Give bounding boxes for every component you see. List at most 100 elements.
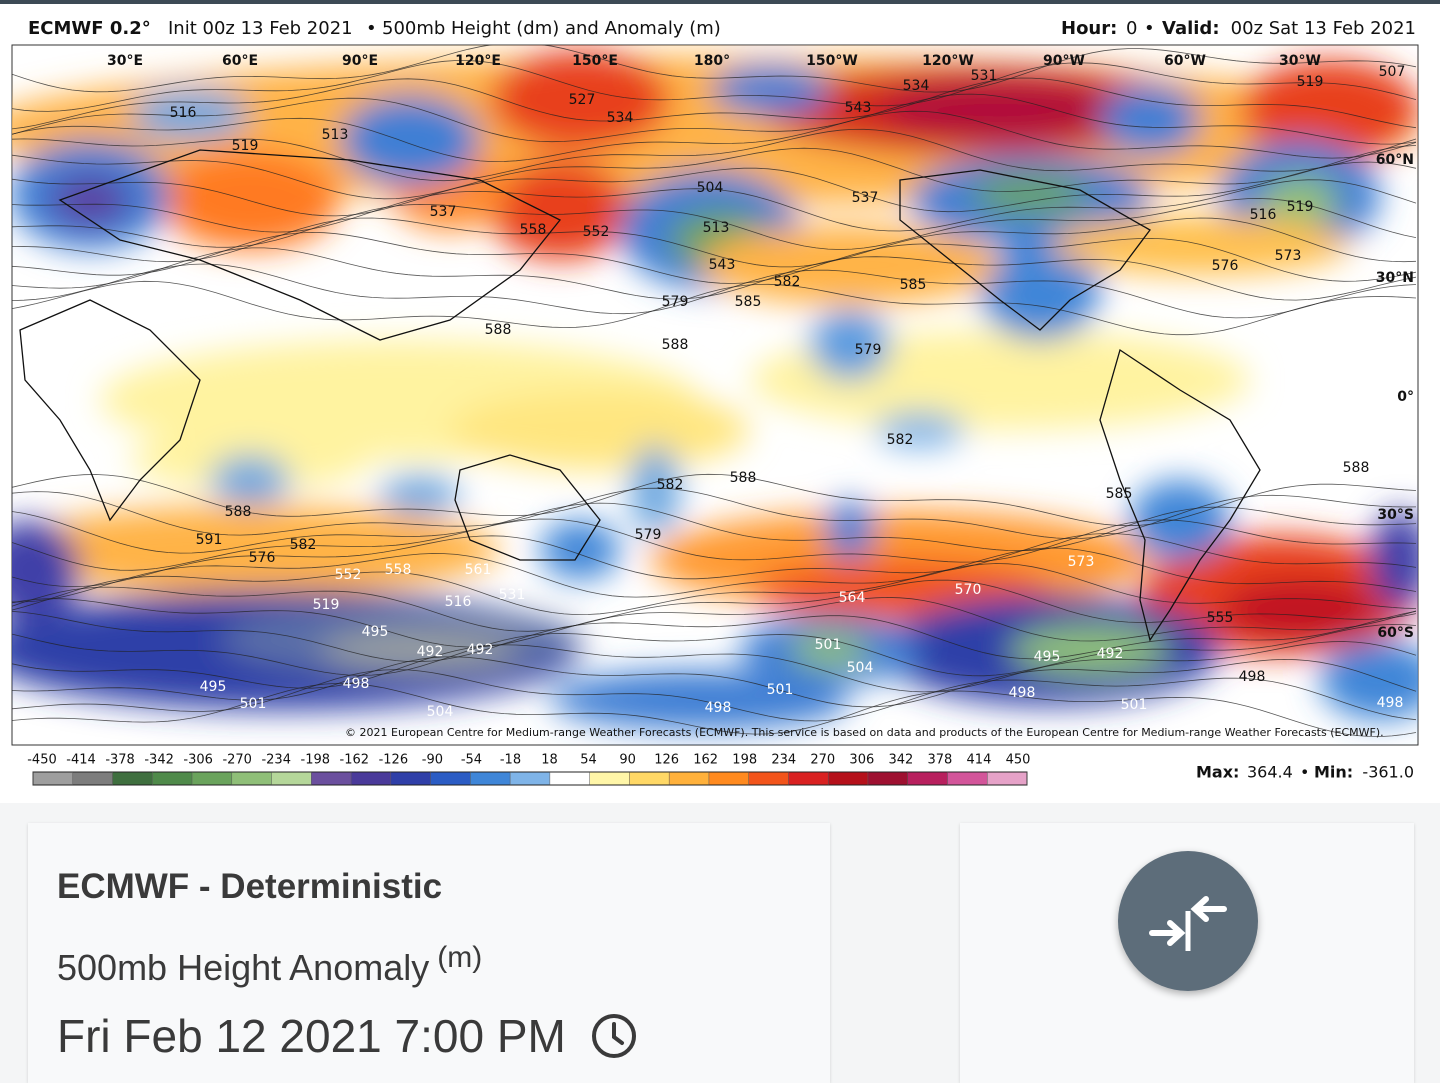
contour-label: 561 xyxy=(465,562,492,578)
contour-label: 576 xyxy=(249,550,276,566)
contour-label: 504 xyxy=(697,180,724,196)
colorbar: -450 -414 -378 -342 -306 -270 -234 -198 -162 -126… xyxy=(27,753,1030,786)
contour-label: 519 xyxy=(1297,74,1324,90)
colorbar-tick-label: 90 xyxy=(619,753,636,768)
colorbar-tick-label: 450 xyxy=(1006,753,1031,768)
contour-label: 504 xyxy=(847,660,874,676)
separator: • xyxy=(1300,763,1309,782)
colorbar-tick-label: 378 xyxy=(928,753,953,768)
compare-button[interactable] xyxy=(1118,851,1258,991)
lon-label: 150°W xyxy=(806,53,858,69)
contour-label: 516 xyxy=(445,594,472,610)
colorbar-segment xyxy=(708,772,749,785)
contour-label: 573 xyxy=(1068,554,1095,570)
anomaly-blob xyxy=(790,632,870,668)
anomaly-blob xyxy=(630,445,680,535)
colorbar-tick-label: -90 xyxy=(422,753,443,768)
contour-label: 498 xyxy=(705,700,732,716)
contour-label: 534 xyxy=(903,78,930,94)
contour-line xyxy=(12,610,1417,663)
contour-label: 492 xyxy=(467,642,494,658)
contour-line xyxy=(12,579,1417,632)
separator: • xyxy=(366,18,377,39)
contour-label: 552 xyxy=(335,567,362,583)
contour-label: 492 xyxy=(1097,646,1124,662)
contour-label: 582 xyxy=(887,432,914,448)
contour-label: 543 xyxy=(845,100,872,116)
map-panel: ECMWF 0.2° Init 00z 13 Feb 2021 • 500mb … xyxy=(0,0,1440,803)
clock-icon xyxy=(591,1014,636,1058)
lon-label: 120°W xyxy=(922,53,974,69)
contour-line xyxy=(12,198,1417,250)
colorbar-segment xyxy=(907,772,948,785)
colorbar-segment xyxy=(351,772,391,785)
contour-label: 585 xyxy=(735,294,762,310)
contour-label: 588 xyxy=(1343,460,1370,476)
contour-line xyxy=(12,669,1417,722)
compare-icon xyxy=(1149,896,1227,951)
weather-map: ECMWF 0.2° Init 00z 13 Feb 2021 • 500mb … xyxy=(11,18,1419,786)
valid-label: Valid: xyxy=(1162,18,1220,39)
hour: 0 xyxy=(1126,18,1137,39)
product: 500mb Height (dm) and Anomaly (m) xyxy=(382,18,721,39)
contour-line xyxy=(12,641,1417,693)
contour-line xyxy=(12,93,1417,145)
contour-line xyxy=(12,280,1417,336)
anomaly-blob xyxy=(12,520,80,620)
lon-label: 30°W xyxy=(1279,53,1321,69)
contour-label: 579 xyxy=(662,294,689,310)
contour-label: 501 xyxy=(767,682,794,698)
contour-label: 537 xyxy=(430,204,457,220)
colorbar-tick-label: 198 xyxy=(732,753,757,768)
colorbar-segment xyxy=(788,772,829,785)
colorbar-tick-label: -306 xyxy=(183,753,213,768)
colorbar-segment xyxy=(947,772,988,785)
top-strip xyxy=(0,0,1440,4)
coastlines xyxy=(19,149,1261,642)
contour-label: 498 xyxy=(343,676,370,692)
colorbar-tick-label: 342 xyxy=(888,753,913,768)
contour-label: 585 xyxy=(1106,486,1133,502)
colorbar-tick-label: -270 xyxy=(222,753,252,768)
contour-label: 531 xyxy=(971,68,998,84)
anomaly-field xyxy=(12,50,1418,730)
contour-line xyxy=(12,547,1417,603)
datetime: Fri Feb 12 2021 7:00 PM xyxy=(57,1010,566,1062)
anomaly-blob xyxy=(320,630,520,670)
colorbar-tick-label: -450 xyxy=(27,753,57,768)
contour-line xyxy=(12,623,1417,677)
contour-label: 585 xyxy=(900,277,927,293)
contour-label: 552 xyxy=(583,224,610,240)
anomaly-blob xyxy=(700,225,1000,305)
contours xyxy=(12,45,1417,738)
colorbar-segment xyxy=(510,772,550,785)
labels: 30°E 60°E 90°E 120°E 150°E 180° 150°W 120°W 90°W… xyxy=(107,53,1414,720)
contour-label: 582 xyxy=(774,274,801,290)
colorbar-segment xyxy=(828,772,868,785)
anomaly-blob xyxy=(710,65,830,115)
lon-label: 120°E xyxy=(455,53,501,69)
contour-line xyxy=(12,60,1417,112)
contour-label: 555 xyxy=(1207,610,1234,626)
anomaly-blob xyxy=(875,412,965,448)
colorbar-segment xyxy=(112,772,153,785)
contour-label: 534 xyxy=(607,110,634,126)
anomaly-blob xyxy=(825,500,875,560)
anomaly-blob xyxy=(1370,510,1418,610)
colorbar-segment xyxy=(390,772,431,785)
contour-label: 588 xyxy=(730,470,757,486)
colorbar-tick-label: -162 xyxy=(340,753,370,768)
contour-label: 531 xyxy=(499,587,526,603)
anomaly-blob xyxy=(490,160,630,260)
valid: 00z Sat 13 Feb 2021 xyxy=(1231,18,1416,39)
lon-label: 60°W xyxy=(1164,53,1206,69)
anomaly-blob xyxy=(1320,640,1418,720)
separator: • xyxy=(1144,18,1155,39)
contour-label: 501 xyxy=(240,696,267,712)
colorbar-tick-label: 54 xyxy=(580,753,597,768)
colorbar-segment xyxy=(589,772,630,785)
colorbar-tick-label: 306 xyxy=(849,753,874,768)
min-label: Min: xyxy=(1314,763,1353,782)
card-title: ECMWF - Deterministic xyxy=(57,867,443,906)
